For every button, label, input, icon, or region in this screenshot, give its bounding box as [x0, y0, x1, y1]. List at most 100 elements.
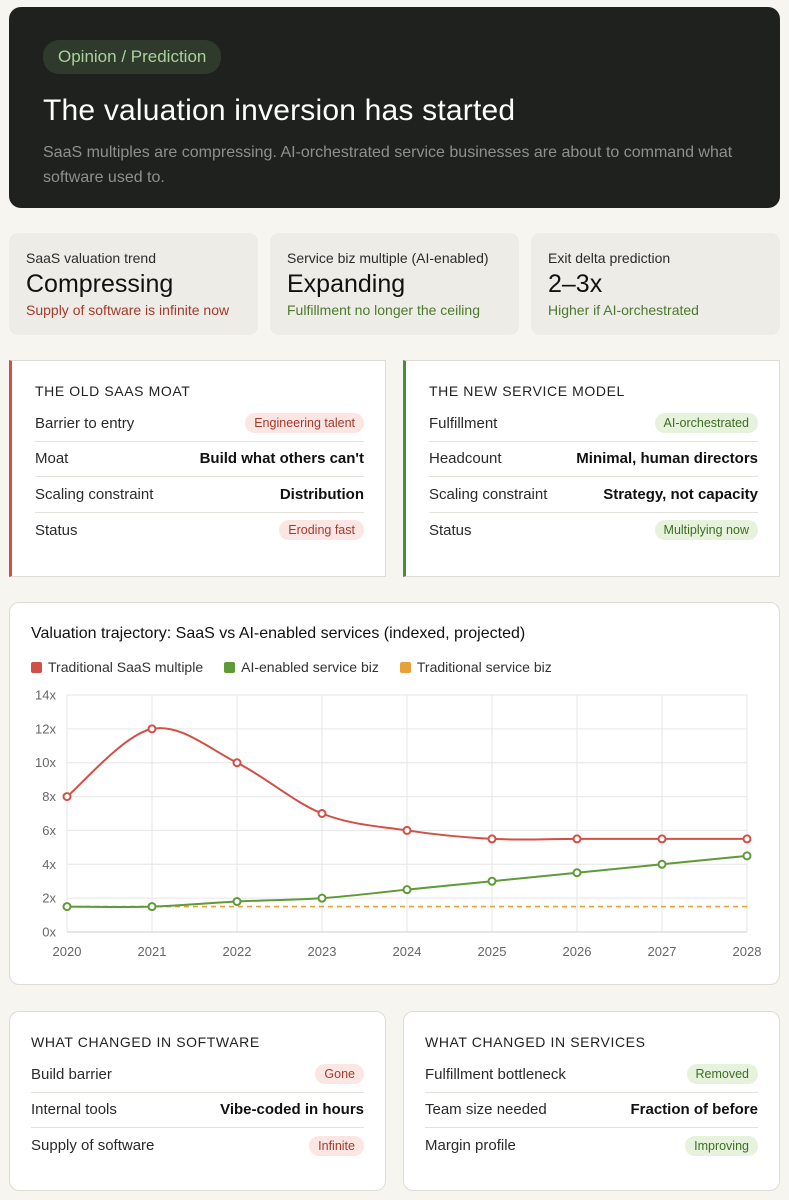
stat-label: SaaS valuation trend	[26, 250, 156, 266]
stat-card-service-multiple: Service biz multiple (AI-enabled) Expand…	[270, 233, 519, 335]
status-badge: Improving	[685, 1135, 758, 1156]
data-point	[742, 851, 752, 861]
service-changes-card: What changed in services Fulfillment bot…	[403, 1011, 780, 1191]
y-tick-label: 12x	[35, 721, 56, 736]
line-chart: 0x 2x 4x 6x 8x 10x 12x 14x 2020 2021 2022 2023 2024 2…	[35, 688, 762, 960]
table-row: Barrier to entry Engineering talent	[35, 406, 364, 442]
data-point	[62, 792, 72, 802]
row-key: Headcount	[429, 450, 502, 468]
y-tick-label: 2x	[42, 891, 56, 906]
stat-subtext: Supply of software is infinite now	[26, 302, 230, 318]
row-value: Fraction of before	[630, 1101, 758, 1119]
stat-value: Compressing	[26, 270, 174, 298]
data-point	[572, 868, 582, 878]
table-row: Internal tools Vibe-coded in hours	[31, 1093, 364, 1128]
stat-value: Expanding	[287, 270, 406, 298]
table-row: Margin profile Improving	[425, 1128, 758, 1164]
row-key: Margin profile	[425, 1137, 516, 1155]
data-point	[147, 724, 157, 734]
legend-item-ai-service[interactable]: AI-enabled service biz	[224, 659, 379, 675]
row-key: Moat	[35, 450, 69, 468]
legend-swatch	[224, 661, 236, 673]
legend-swatch	[31, 661, 42, 673]
status-badge: Multiplying now	[654, 520, 758, 541]
stat-card-exit-delta: Exit delta prediction 2–3x Higher if AI-…	[531, 233, 780, 335]
y-tick-label: 14x	[35, 688, 56, 703]
new-service-model-card: The new service model Fulfillment AI-orch…	[403, 360, 780, 577]
table-row: Fulfillment AI-orchestrated	[429, 406, 758, 442]
stat-value: 2–3x	[548, 270, 603, 298]
stat-card-saas-trend: SaaS valuation trend Compressing Supply …	[9, 233, 258, 335]
status-badge: Engineering talent	[245, 413, 364, 434]
data-point	[232, 758, 242, 768]
table-row: Moat Build what others can't	[35, 442, 364, 477]
row-value: Vibe-coded in hours	[220, 1101, 364, 1119]
card-title: What changed in software	[31, 1034, 260, 1050]
x-tick-label: 2026	[563, 944, 592, 959]
table-row: Scaling constraint Distribution	[35, 477, 364, 513]
stat-subtext: Fulfillment no longer the ceiling	[287, 302, 480, 318]
legend-swatch	[399, 661, 411, 673]
x-tick-label: 2028	[733, 944, 762, 959]
row-value: Minimal, human directors	[576, 450, 758, 468]
legend-label: Traditional SaaS multiple	[48, 659, 204, 675]
table-row: Fulfillment bottleneck Removed	[425, 1057, 758, 1093]
row-key: Scaling constraint	[429, 485, 548, 503]
status-badge: Eroding fast	[279, 520, 364, 541]
legend-item-saas[interactable]: Traditional SaaS multiple	[31, 659, 203, 675]
table-row: Build barrier Gone	[31, 1057, 364, 1093]
data-point	[317, 809, 327, 818]
data-point	[572, 834, 582, 844]
valuation-chart-card: Valuation trajectory: SaaS vs AI-enabled…	[9, 602, 780, 985]
status-badge: AI-orchestrated	[654, 413, 758, 434]
table-row: Team size needed Fraction of before	[425, 1093, 758, 1128]
page-title: The valuation inversion has started	[43, 94, 516, 127]
x-tick-label: 2023	[308, 944, 337, 959]
card-title: The new service model	[429, 383, 625, 399]
page-subtitle: SaaS multiples are compressing. AI-orche…	[43, 144, 733, 186]
status-badge: Infinite	[309, 1135, 364, 1156]
y-tick-label: 4x	[42, 857, 56, 872]
x-tick-label: 2024	[393, 944, 422, 959]
legend-label: Traditional service biz	[416, 659, 552, 675]
data-point	[402, 825, 412, 835]
row-key: Fulfillment	[429, 414, 498, 432]
x-tick-label: 2022	[223, 944, 252, 959]
row-key: Barrier to entry	[35, 414, 135, 432]
row-key: Fulfillment bottleneck	[425, 1065, 566, 1083]
legend-item-traditional-service[interactable]: Traditional service biz	[399, 659, 552, 675]
data-point	[657, 834, 667, 844]
table-row: Headcount Minimal, human directors	[429, 442, 758, 477]
data-point	[62, 902, 72, 912]
card-title: What changed in services	[425, 1034, 646, 1050]
table-row: Supply of software Infinite	[31, 1128, 364, 1164]
row-value: Distribution	[279, 485, 364, 503]
y-tick-label: 6x	[42, 823, 56, 838]
table-row: Status Eroding fast	[35, 513, 364, 549]
stat-label: Service biz multiple (AI-enabled)	[287, 250, 489, 266]
data-point	[657, 859, 667, 869]
row-key: Internal tools	[31, 1101, 117, 1119]
data-point	[487, 834, 497, 844]
software-changes-card: What changed in software Build barrier Go…	[9, 1011, 386, 1191]
table-row: Scaling constraint Strategy, not capacity	[429, 477, 758, 513]
old-saas-moat-card: The old SaaS moat Barrier to entry Engine…	[9, 360, 386, 577]
data-point	[487, 876, 497, 886]
status-badge: Removed	[686, 1064, 758, 1085]
data-point	[317, 893, 327, 903]
row-key: Team size needed	[425, 1101, 547, 1119]
x-tick-label: 2027	[648, 944, 677, 959]
row-key: Status	[35, 521, 78, 539]
hero-banner: Opinion / Prediction The valuation inver…	[9, 7, 780, 208]
row-value: Build what others can't	[199, 450, 364, 468]
row-key: Build barrier	[31, 1065, 112, 1083]
data-point	[147, 902, 157, 912]
stat-subtext: Higher if AI-orchestrated	[548, 302, 699, 318]
table-row: Status Multiplying now	[429, 513, 758, 549]
x-tick-label: 2020	[53, 944, 82, 959]
category-tag: Opinion / Prediction	[43, 40, 222, 74]
data-point	[402, 885, 412, 895]
chart-legend: Traditional SaaS multiple AI-enabled ser…	[31, 659, 758, 675]
row-key: Supply of software	[31, 1137, 155, 1155]
card-title: The old SaaS moat	[35, 383, 191, 399]
